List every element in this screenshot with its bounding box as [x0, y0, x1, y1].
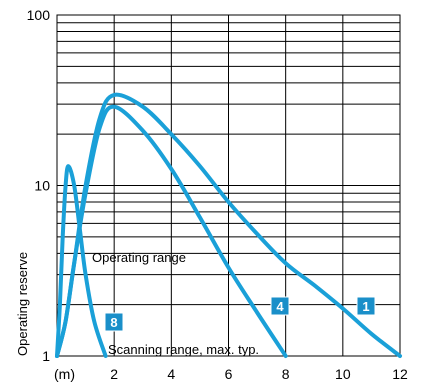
x-tick-label: 4 [167, 366, 175, 382]
badge-4: 4 [270, 296, 290, 316]
x-tick-label: 8 [282, 366, 290, 382]
y-tick-label: 100 [27, 7, 51, 23]
series-line-4 [55, 104, 288, 358]
y-tick-label: 10 [34, 178, 50, 194]
x-tick-label: 12 [392, 366, 408, 382]
badge-8: 8 [104, 312, 124, 332]
curves [55, 92, 402, 358]
grid [56, 14, 401, 357]
y-tick-labels: 1 10 100 [27, 7, 51, 364]
badge-8-label: 8 [110, 315, 117, 330]
badge-8-box [104, 312, 124, 332]
x-tick-label: 2 [110, 366, 118, 382]
x-tick-labels: 2 4 6 8 10 12 [110, 366, 408, 382]
x-tick-label: 6 [225, 366, 233, 382]
series-line-8 [55, 164, 108, 358]
y-tick-label: 1 [42, 348, 50, 364]
badge-1: 1 [356, 296, 376, 316]
x-unit-label: (m) [54, 366, 75, 382]
badge-1-box [356, 296, 376, 316]
scanning-range-label: Scanning range, max. typ. [108, 342, 259, 357]
badge-4-box [270, 296, 290, 316]
operating-range-label: Operating range [92, 250, 186, 265]
x-tick-label: 10 [335, 366, 351, 382]
badge-4-label: 4 [276, 299, 284, 314]
y-axis-label: Operating reserve [15, 252, 30, 356]
badge-1-label: 1 [362, 299, 369, 314]
